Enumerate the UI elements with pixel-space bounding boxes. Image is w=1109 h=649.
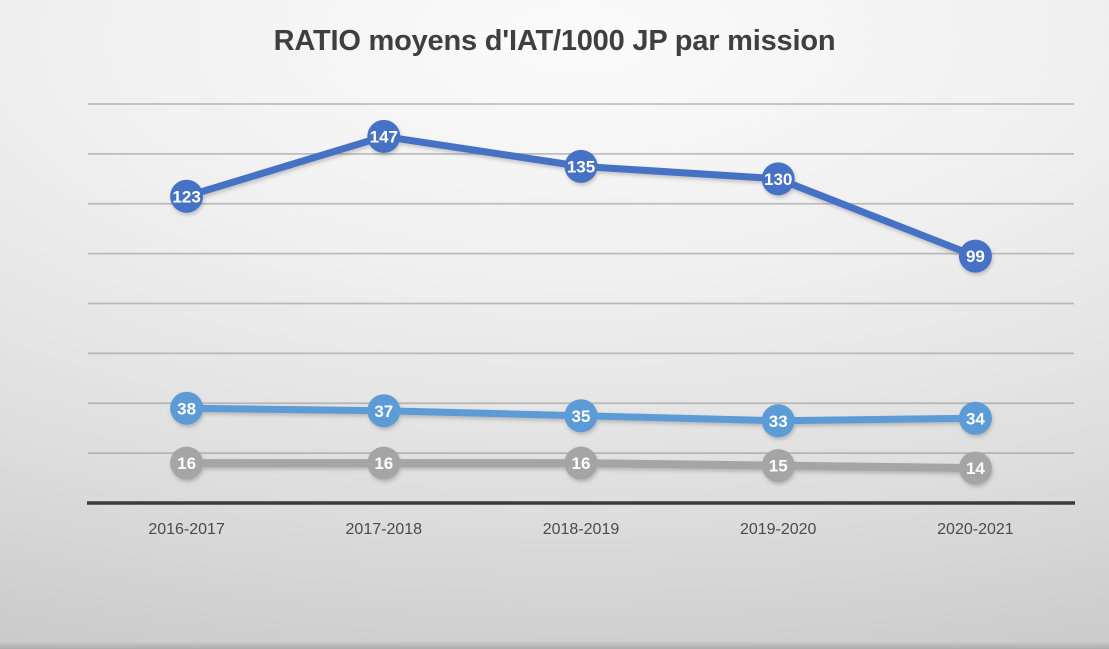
data-point-marker bbox=[367, 119, 401, 153]
series-2 bbox=[170, 446, 992, 485]
series-1 bbox=[170, 391, 992, 438]
data-point-marker bbox=[170, 179, 204, 213]
data-point-marker bbox=[170, 391, 204, 425]
chart-title: RATIO moyens d'IAT/1000 JP par mission bbox=[273, 25, 836, 57]
data-point-marker bbox=[564, 399, 598, 433]
data-point-label: 16 bbox=[177, 454, 196, 473]
data-point-marker bbox=[564, 446, 598, 480]
data-point-label: 37 bbox=[374, 402, 393, 421]
data-point-label: 135 bbox=[567, 157, 595, 176]
data-point-label: 16 bbox=[374, 454, 393, 473]
data-point-label: 123 bbox=[172, 187, 200, 206]
data-point-label: 99 bbox=[966, 247, 985, 266]
data-point-marker bbox=[761, 404, 795, 438]
data-point-label: 16 bbox=[572, 454, 591, 473]
data-point-label: 15 bbox=[769, 457, 788, 476]
data-point-marker bbox=[761, 162, 795, 196]
data-point-marker bbox=[958, 239, 992, 273]
data-point-marker bbox=[761, 449, 795, 483]
x-axis-label: 2018-2019 bbox=[543, 521, 620, 538]
x-axis-label: 2017-2018 bbox=[346, 521, 423, 538]
x-axis-label: 2016-2017 bbox=[148, 521, 225, 538]
data-point-marker bbox=[367, 446, 401, 480]
data-point-marker bbox=[170, 446, 204, 480]
x-axis-label: 2020-2021 bbox=[937, 521, 1014, 538]
data-point-label: 14 bbox=[966, 459, 985, 478]
data-point-marker bbox=[958, 451, 992, 485]
slide-bottom-edge bbox=[0, 642, 1109, 649]
series-1-labels: 38 37 35 33 34 bbox=[177, 399, 985, 430]
data-point-marker bbox=[958, 401, 992, 435]
series-2-labels: 16 16 16 15 14 bbox=[177, 454, 985, 478]
series-0 bbox=[170, 119, 992, 273]
data-point-label: 33 bbox=[769, 412, 788, 431]
x-axis-labels: 2016-2017 2017-2018 2018-2019 2019-2020 2020… bbox=[148, 521, 1013, 538]
series-0-labels: 123 147 135 130 99 bbox=[172, 128, 984, 267]
data-point-label: 38 bbox=[177, 399, 196, 418]
x-axis-label: 2019-2020 bbox=[740, 521, 817, 538]
data-point-label: 34 bbox=[966, 409, 985, 428]
data-point-label: 35 bbox=[572, 407, 591, 426]
data-point-label: 147 bbox=[370, 128, 398, 147]
data-point-label: 130 bbox=[764, 170, 792, 189]
data-point-marker bbox=[367, 394, 401, 428]
data-point-marker bbox=[564, 149, 598, 183]
